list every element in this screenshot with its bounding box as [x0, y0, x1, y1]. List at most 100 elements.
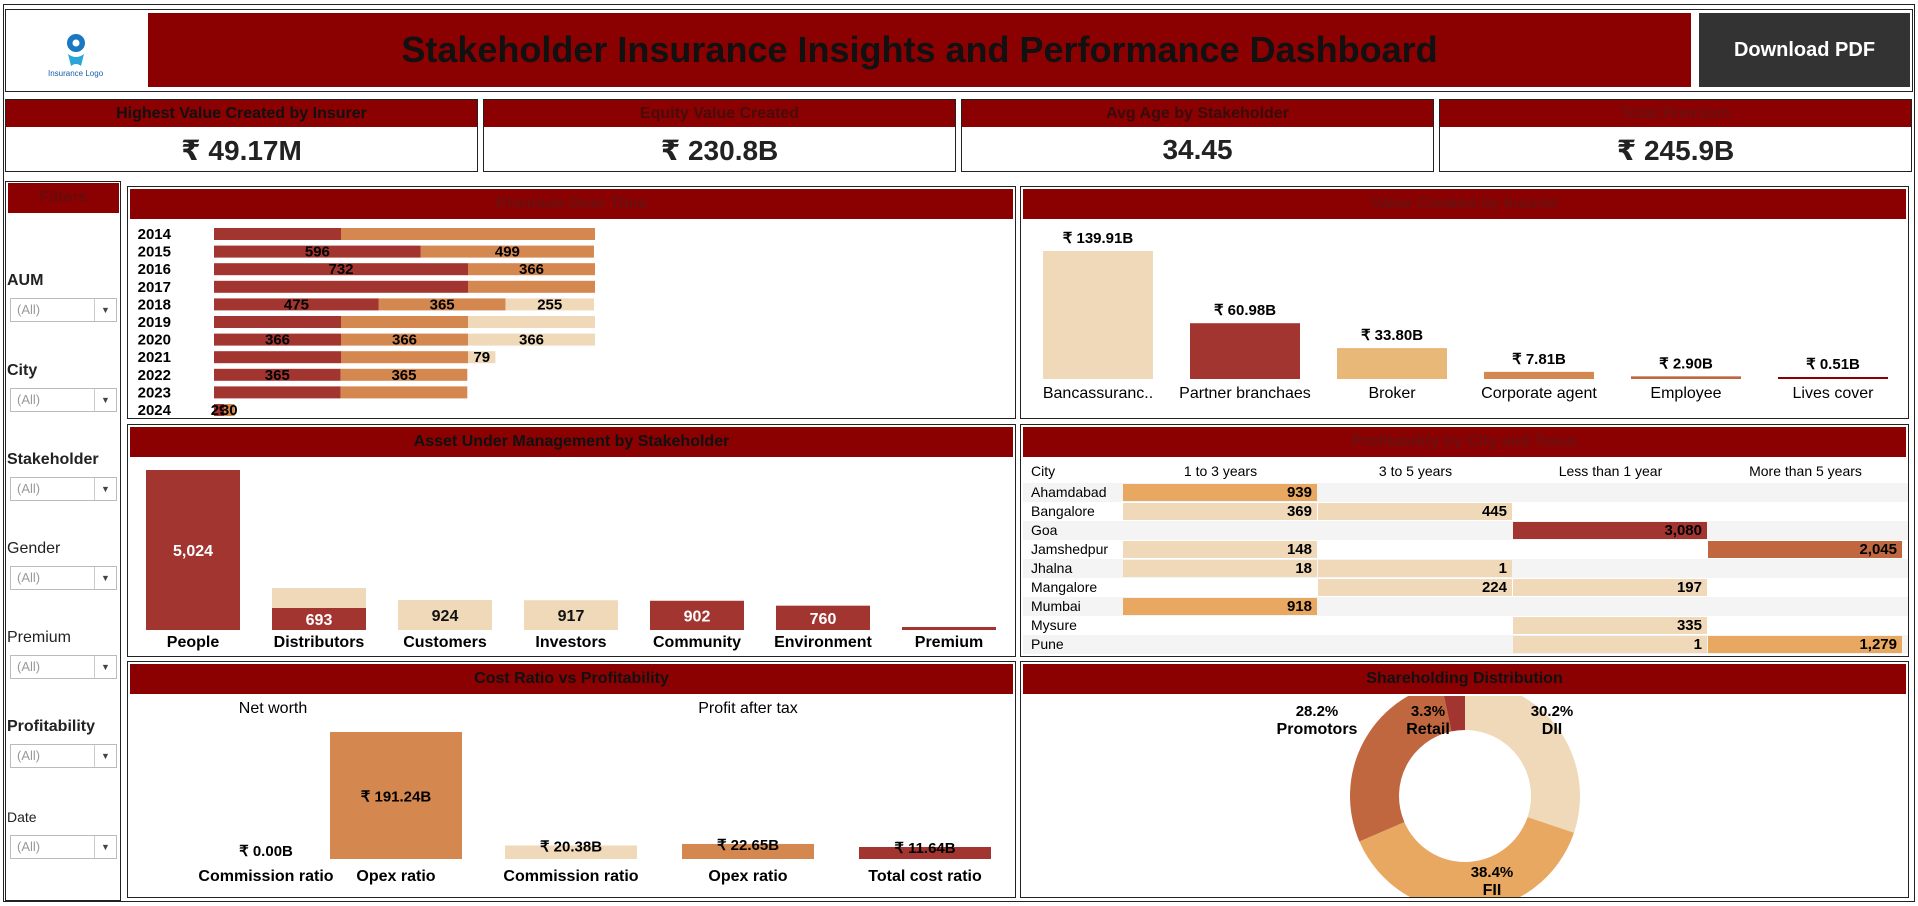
table-cell-value: 2,045 — [1859, 541, 1897, 558]
chevron-down-icon[interactable]: ▼ — [94, 745, 116, 767]
download-pdf-button[interactable]: Download PDF — [1699, 13, 1910, 87]
filter-city-select[interactable]: (All) ▼ — [10, 388, 117, 412]
premium-data-label: 365 — [391, 367, 416, 384]
table-cell — [1123, 598, 1317, 615]
filter-premium-select[interactable]: (All) ▼ — [10, 655, 117, 679]
table-cell — [1513, 522, 1707, 539]
premium-bar-segment — [341, 316, 469, 328]
table-cell-value: 369 — [1287, 503, 1312, 520]
profitability-panel: Profitability by City and Tenur City 1 to… — [1020, 424, 1909, 657]
table-cell — [1708, 541, 1902, 558]
premium-bar-segment — [340, 368, 468, 381]
year-label: 2020 — [138, 332, 171, 349]
cost-bar — [505, 845, 637, 859]
filter-gender-select[interactable]: (All) ▼ — [10, 566, 117, 590]
city-label: Pune — [1031, 636, 1064, 652]
aum-bar-segment — [272, 588, 366, 608]
premium-data-label: 596 — [305, 244, 330, 261]
chevron-down-icon[interactable]: ▼ — [94, 389, 116, 411]
premium-bar-segment — [214, 298, 379, 311]
value-bar — [1190, 323, 1300, 379]
premium-bar-segment — [214, 368, 341, 381]
chevron-down-icon[interactable]: ▼ — [94, 656, 116, 678]
value-data-label: ₹ 60.98B — [1214, 302, 1276, 319]
category-label: Opex ratio — [708, 868, 787, 885]
premium-data-label: 365 — [430, 296, 455, 313]
table-cell-value: 939 — [1287, 484, 1312, 501]
chevron-down-icon[interactable]: ▼ — [94, 478, 116, 500]
kpi-label: Equity Value Created — [484, 100, 955, 128]
filter-aum-select[interactable]: (All) ▼ — [10, 298, 117, 322]
chart-title: Value Created by Insurer — [1023, 189, 1906, 219]
kpi-value: ₹ 230.8B — [660, 134, 779, 166]
table-cell-value: 1,279 — [1859, 636, 1897, 653]
page-title-bar: Stakeholder Insurance Insights and Perfo… — [148, 13, 1691, 87]
year-label: 2015 — [138, 244, 171, 261]
slice-percent-label: 28.2% — [1296, 703, 1339, 720]
column-header: 3 to 5 years — [1379, 463, 1452, 479]
donut-slice — [1350, 696, 1452, 842]
filter-value: (All) — [17, 748, 41, 763]
table-row-band — [1023, 521, 1908, 540]
table-cell-value: 3,080 — [1664, 522, 1702, 539]
category-label: Investors — [535, 634, 606, 651]
cost-data-label: ₹ 0.00B — [239, 843, 293, 860]
table-cell — [1318, 560, 1512, 577]
filter-stakeholder-select[interactable]: (All) ▼ — [10, 477, 117, 501]
shareholding-panel: Shareholding Distribution 30.2% DII 38.4% F… — [1020, 661, 1909, 898]
table-cell-value: 18 — [1295, 560, 1312, 577]
cost-bar — [330, 732, 462, 859]
table-cell — [1708, 636, 1902, 653]
chart-title: Asset Under Management by Stakeholder — [130, 427, 1013, 457]
chevron-down-icon[interactable]: ▼ — [94, 836, 116, 858]
page-title: Stakeholder Insurance Insights and Perfo… — [401, 29, 1438, 70]
premium-bar-segment — [420, 245, 594, 258]
filter-value: (All) — [17, 392, 41, 407]
premium-data-label: 366 — [519, 261, 544, 278]
category-label: Distributors — [274, 634, 365, 651]
year-label: 2016 — [138, 261, 171, 278]
cost-data-label: ₹ 22.65B — [717, 837, 779, 854]
value-data-label: ₹ 0.51B — [1806, 356, 1860, 373]
premium-bar-segment — [214, 245, 421, 258]
aum-panel: Asset Under Management by Stakeholder 5,… — [127, 424, 1016, 657]
cost-bar — [682, 843, 814, 859]
premium-bar-segment — [224, 404, 235, 416]
kpi-label: Avg Age by Stakeholder — [962, 100, 1433, 128]
year-label: 2023 — [138, 384, 171, 401]
aum-data-label: 924 — [432, 608, 459, 625]
chart-title: Premium Over Time — [130, 189, 1013, 219]
logo-text: Insurance Logo — [48, 69, 104, 78]
donut-slice — [1443, 696, 1465, 732]
value-created-chart: ₹ 139.91B Bancassuranc.. ₹ 60.98B Partner b… — [1043, 230, 1888, 402]
kpi-highest-value: Highest Value Created by Insurer ₹ 49.17… — [5, 99, 478, 172]
table-cell-value: 197 — [1677, 579, 1702, 596]
slice-percent-label: 30.2% — [1531, 703, 1574, 720]
category-label: Customers — [403, 634, 487, 651]
filter-value: (All) — [17, 570, 41, 585]
donut-slice — [1359, 817, 1574, 897]
table-cell — [1318, 579, 1512, 596]
chevron-down-icon[interactable]: ▼ — [94, 299, 116, 321]
aum-data-label: 693 — [306, 612, 333, 629]
value-bar — [1484, 371, 1594, 379]
cost-data-label: ₹ 20.38B — [540, 838, 602, 855]
city-label: Bangalore — [1031, 503, 1095, 519]
category-label: Partner branchaes — [1179, 385, 1311, 402]
category-label: Bancassuranc.. — [1043, 385, 1153, 402]
table-cell-value: 918 — [1287, 598, 1312, 615]
group-label: Net worth — [239, 700, 307, 717]
filter-date-select[interactable]: (All) ▼ — [10, 835, 117, 859]
filter-profitability-select[interactable]: (All) ▼ — [10, 744, 117, 768]
filter-label-profitability: Profitability — [7, 718, 96, 735]
city-label: Mangalore — [1031, 579, 1097, 595]
cost-ratio-panel: Cost Ratio vs Profitability Net worth ₹ 0… — [127, 661, 1016, 898]
slice-percent-label: 38.4% — [1471, 864, 1514, 881]
chevron-down-icon[interactable]: ▼ — [94, 567, 116, 589]
aum-data-label: 760 — [810, 611, 837, 628]
premium-bar-segment — [214, 386, 341, 399]
column-header: Less than 1 year — [1559, 463, 1663, 479]
aum-data-label: 917 — [558, 608, 585, 625]
slice-name-label: Promotors — [1277, 721, 1358, 738]
city-label: Mysure — [1031, 617, 1077, 633]
